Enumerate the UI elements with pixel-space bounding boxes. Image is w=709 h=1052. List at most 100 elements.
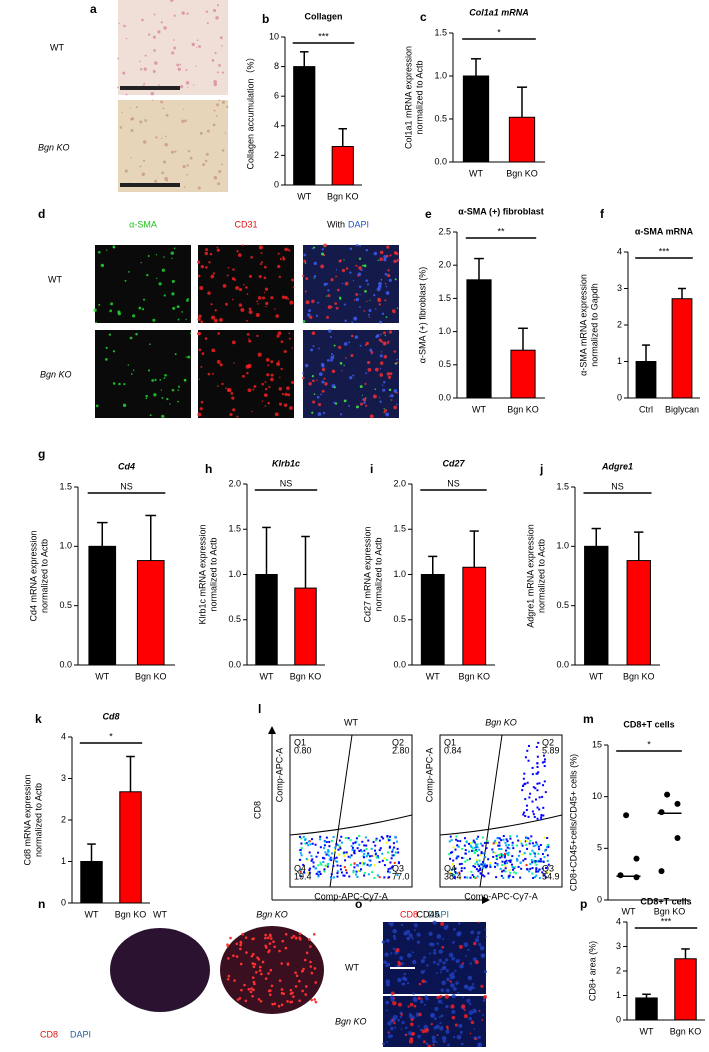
- micrograph-speck: [171, 257, 173, 260]
- flow-event: [535, 870, 538, 873]
- y-tick-label: 0: [274, 179, 279, 189]
- micrograph-speck: [257, 997, 261, 1001]
- flow-event: [492, 855, 495, 858]
- micrograph-speck: [247, 988, 251, 991]
- micrograph-speck: [278, 949, 281, 953]
- flow-event: [538, 848, 541, 851]
- x-tick-label: WT: [260, 671, 274, 681]
- micrograph-speck: [239, 943, 242, 947]
- flow-event: [537, 771, 540, 774]
- micrograph-speck: [235, 955, 239, 958]
- y-tick-label: 15: [592, 739, 602, 749]
- micrograph-speck: [213, 82, 217, 87]
- micrograph-speck: [177, 400, 179, 403]
- micrograph-speck: [393, 350, 397, 353]
- flow-event: [478, 859, 481, 862]
- flow-event: [480, 842, 483, 845]
- micrograph-speck: [261, 960, 265, 964]
- flow-event: [537, 852, 540, 855]
- micrograph-speck: [269, 937, 273, 940]
- micrograph-speck: [396, 391, 398, 394]
- micrograph-speck: [236, 998, 240, 1001]
- micrograph-speck: [310, 348, 314, 352]
- flow-event: [494, 839, 497, 842]
- y-tick-label: 8: [274, 61, 279, 71]
- flow-event: [348, 875, 351, 878]
- micrograph-speck: [304, 262, 307, 265]
- flow-event: [327, 849, 330, 852]
- micrograph-speck: [124, 169, 128, 173]
- micrograph-speck: [323, 245, 325, 247]
- micrograph-speck: [438, 949, 443, 954]
- micrograph-speck: [237, 253, 242, 258]
- micrograph-speck: [429, 952, 432, 955]
- micrograph-speck: [160, 389, 163, 391]
- row-label: Bgn KO: [40, 369, 72, 379]
- micrograph-speck: [322, 411, 326, 415]
- micrograph-speck: [246, 332, 250, 336]
- micrograph-speck: [218, 170, 222, 174]
- micrograph-speck: [393, 937, 397, 940]
- quadrant-name: Q4: [444, 863, 456, 873]
- flow-event: [532, 851, 535, 854]
- micrograph-speck: [379, 250, 384, 255]
- micrograph-speck: [258, 965, 262, 969]
- y-tick-label: 2.5: [438, 226, 451, 236]
- flow-event: [525, 808, 528, 811]
- flow-event: [382, 837, 385, 840]
- micrograph-speck: [125, 37, 128, 40]
- micrograph-speck: [441, 1002, 444, 1005]
- micrograph-speck: [363, 264, 367, 268]
- flow-event: [352, 842, 355, 845]
- micrograph-speck: [432, 960, 436, 964]
- x-channel-label: Comp-APC-Cy7-A: [464, 891, 538, 901]
- micrograph-speck: [419, 1028, 423, 1032]
- row-label: WT: [345, 962, 359, 972]
- micrograph-speck: [196, 39, 199, 41]
- micrograph-speck: [440, 921, 445, 926]
- flow-event: [310, 854, 313, 857]
- flow-event: [328, 840, 331, 843]
- micrograph-speck: [299, 938, 302, 941]
- micrograph-speck: [270, 377, 274, 382]
- flow-event: [395, 840, 398, 843]
- x-tick-label: Bgn KO: [290, 671, 322, 681]
- flow-event: [542, 814, 545, 817]
- micrograph-speck: [286, 386, 290, 391]
- flow-event: [528, 796, 531, 799]
- micrograph-speck: [260, 972, 263, 976]
- micrograph-speck: [239, 947, 242, 951]
- flow-event: [544, 849, 547, 852]
- micrograph-speck: [343, 364, 345, 367]
- micrograph-speck: [161, 414, 165, 418]
- micrograph-speck: [373, 293, 376, 297]
- micrograph-speck: [266, 373, 270, 377]
- x-tick-label: WT: [95, 671, 109, 681]
- micrograph-speck: [204, 159, 208, 163]
- micrograph-speck: [157, 30, 161, 34]
- flow-event: [358, 870, 361, 873]
- flow-event: [353, 862, 356, 865]
- flow-event: [362, 856, 365, 859]
- flow-event: [321, 856, 324, 859]
- micrograph-speck: [274, 412, 279, 417]
- micrograph-speck: [316, 395, 320, 399]
- flow-event: [323, 868, 326, 871]
- micrograph-speck: [117, 86, 119, 89]
- micrograph-speck: [230, 392, 234, 395]
- flow-event: [522, 777, 525, 780]
- flow-event: [315, 872, 318, 875]
- y-axis-label: normalized to Actb: [39, 539, 49, 613]
- micrograph-speck: [445, 1029, 450, 1034]
- micrograph-speck: [256, 300, 259, 303]
- micrograph-speck: [279, 376, 281, 379]
- micrograph-speck: [413, 923, 418, 928]
- flow-event: [509, 860, 512, 863]
- micrograph-speck: [179, 63, 182, 66]
- micrograph-speck: [304, 363, 309, 368]
- flow-event: [502, 835, 505, 838]
- flow-event: [388, 846, 391, 849]
- micrograph-speck: [263, 276, 267, 280]
- flow-event: [323, 844, 326, 847]
- micrograph-speck: [392, 947, 396, 951]
